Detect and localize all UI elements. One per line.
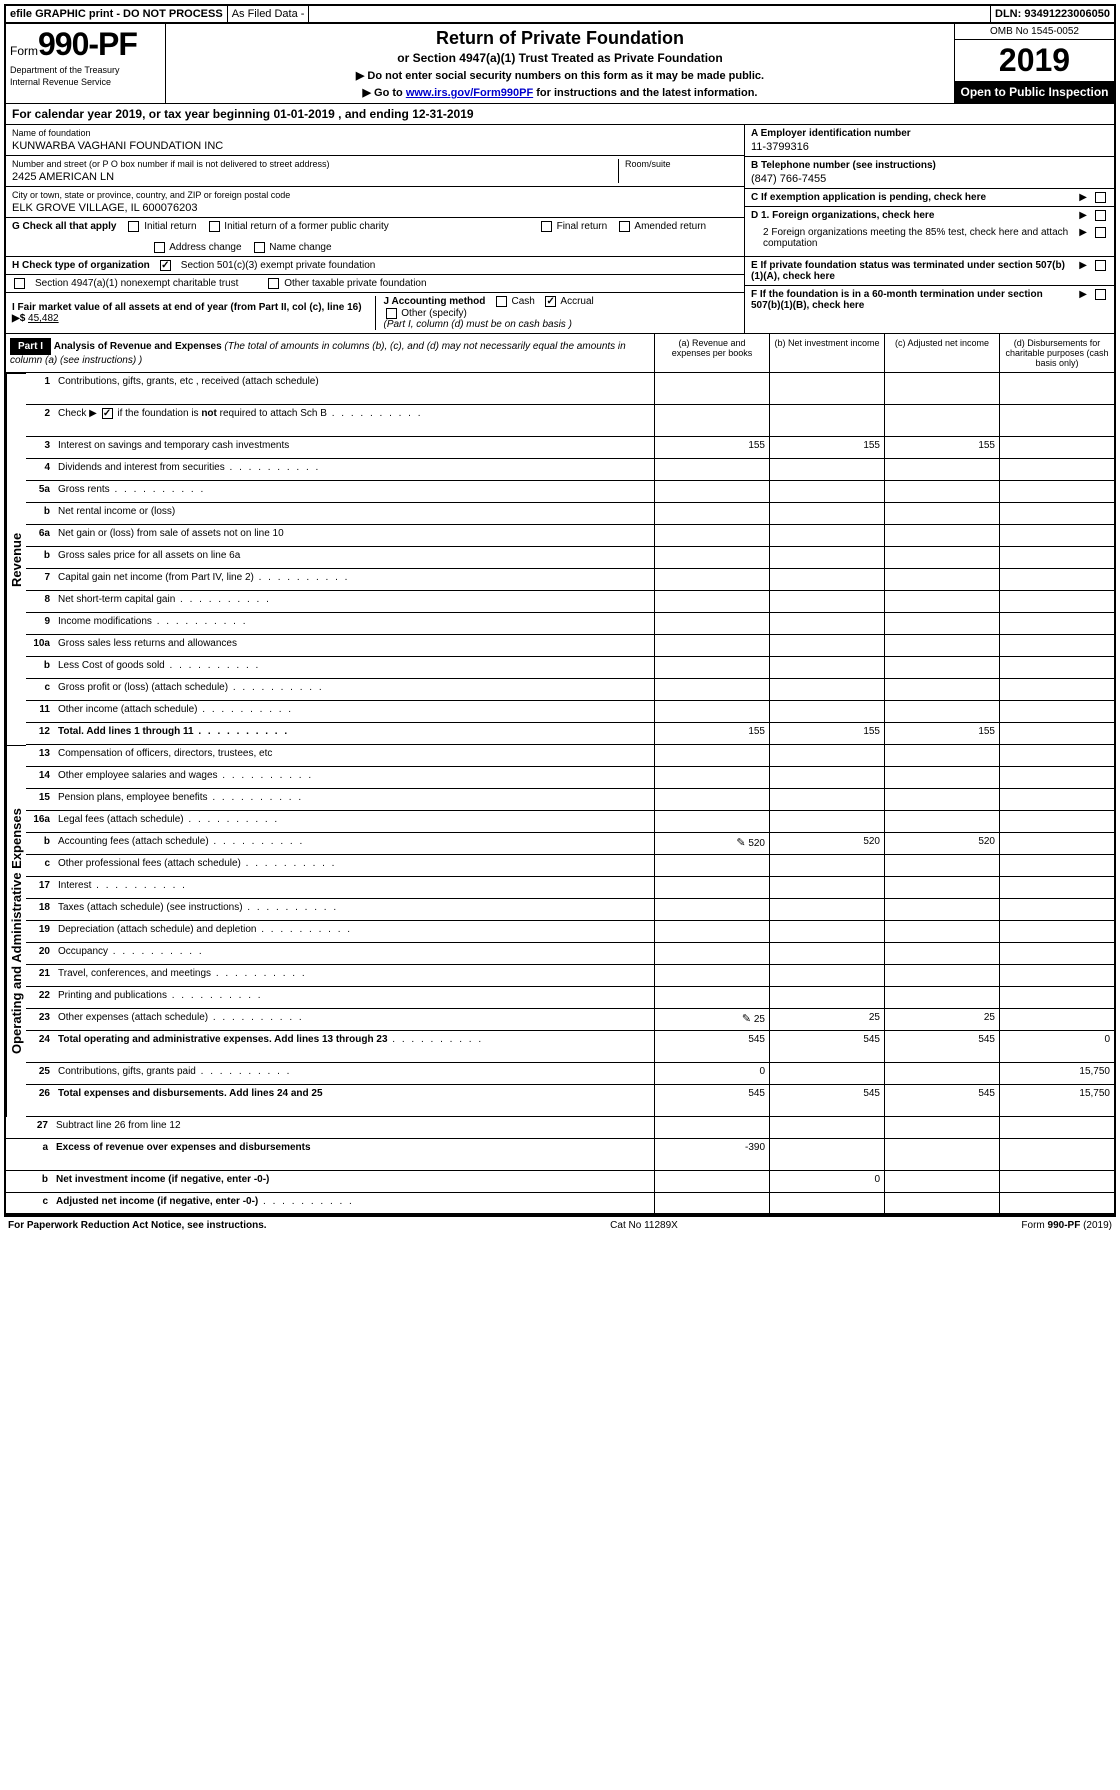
cb-address[interactable] (154, 242, 165, 253)
city-state-zip: ELK GROVE VILLAGE, IL 600076203 (12, 202, 738, 214)
addr-label: Number and street (or P O box number if … (12, 159, 618, 169)
cb-4947[interactable] (14, 278, 25, 289)
expenses-side-label: Operating and Administrative Expenses (6, 745, 26, 1117)
header-row: Form990-PF Department of the Treasury In… (6, 24, 1114, 104)
foundation-name: KUNWARBA VAGHANI FOUNDATION INC (12, 140, 738, 152)
phone: (847) 766-7455 (751, 173, 1108, 185)
revenue-side-label: Revenue (6, 373, 26, 745)
year-box: OMB No 1545-0052 2019 Open to Public Ins… (954, 24, 1114, 103)
col-a-hdr: (a) Revenue and expenses per books (654, 334, 769, 372)
pencil-icon[interactable]: ✎ (736, 837, 745, 849)
cb-other-tax[interactable] (268, 278, 279, 289)
i-label: I Fair market value of all assets at end… (12, 302, 362, 324)
name-label: Name of foundation (12, 128, 738, 138)
irs-link[interactable]: www.irs.gov/Form990PF (406, 87, 533, 99)
efile-notice: efile GRAPHIC print - DO NOT PROCESS (6, 6, 228, 22)
col-c-hdr: (c) Adjusted net income (884, 334, 999, 372)
calendar-year: For calendar year 2019, or tax year begi… (6, 104, 1114, 125)
footer-cat: Cat No 11289X (610, 1220, 678, 1231)
info-section: Name of foundation KUNWARBA VAGHANI FOUN… (6, 125, 1114, 257)
open-inspection: Open to Public Inspection (955, 81, 1114, 103)
dept-treasury: Department of the Treasury (10, 65, 161, 75)
e-label: E If private foundation status was termi… (751, 260, 1073, 282)
c-label: C If exemption application is pending, c… (751, 192, 1073, 203)
cb-initial[interactable] (128, 221, 139, 232)
cb-accrual[interactable] (545, 296, 556, 307)
cb-d1[interactable] (1095, 210, 1106, 221)
form-subtitle: or Section 4947(a)(1) Trust Treated as P… (170, 51, 950, 65)
cb-initial-former[interactable] (209, 221, 220, 232)
pencil-icon[interactable]: ✎ (742, 1013, 751, 1025)
cb-other-acct[interactable] (386, 308, 397, 319)
cb-final[interactable] (541, 221, 552, 232)
fmv-value: 45,482 (28, 313, 59, 324)
form-container: efile GRAPHIC print - DO NOT PROCESS As … (4, 4, 1116, 1217)
cb-c[interactable] (1095, 192, 1106, 203)
form-title: Return of Private Foundation (170, 28, 950, 49)
cb-501c3[interactable] (160, 260, 171, 271)
omb: OMB No 1545-0052 (955, 24, 1114, 40)
dept-irs: Internal Revenue Service (10, 77, 161, 87)
top-bar: efile GRAPHIC print - DO NOT PROCESS As … (6, 6, 1114, 24)
address: 2425 AMERICAN LN (12, 171, 618, 183)
part1-header: Part I Analysis of Revenue and Expenses … (6, 334, 1114, 373)
d2-label: 2 Foreign organizations meeting the 85% … (751, 227, 1073, 249)
h-i-j-section: H Check type of organization Section 501… (6, 257, 1114, 333)
footer: For Paperwork Reduction Act Notice, see … (4, 1217, 1116, 1234)
cb-f[interactable] (1095, 289, 1106, 300)
as-filed: As Filed Data - (228, 6, 310, 22)
form-box: Form990-PF Department of the Treasury In… (6, 24, 166, 103)
city-label: City or town, state or province, country… (12, 190, 738, 200)
j-note: (Part I, column (d) must be on cash basi… (384, 319, 572, 330)
cb-d2[interactable] (1095, 227, 1106, 238)
col-b-hdr: (b) Net investment income (769, 334, 884, 372)
part1-tag: Part I (10, 338, 51, 355)
note-goto: ▶ Go to www.irs.gov/Form990PF for instru… (170, 86, 950, 99)
dln: DLN: 93491223006050 (991, 6, 1114, 22)
cb-cash[interactable] (496, 296, 507, 307)
spacer (309, 6, 991, 22)
part1-title: Analysis of Revenue and Expenses (54, 341, 222, 352)
col-d-hdr: (d) Disbursements for charitable purpose… (999, 334, 1114, 372)
cb-e[interactable] (1095, 260, 1106, 271)
a-label: A Employer identification number (751, 128, 1108, 139)
g-label: G Check all that apply (12, 221, 116, 232)
arrow-icon: ▶ (1079, 192, 1087, 203)
footer-formref: Form 990-PF (2019) (1021, 1220, 1112, 1231)
f-label: F If the foundation is in a 60-month ter… (751, 289, 1073, 311)
note-ssn: ▶ Do not enter social security numbers o… (170, 69, 950, 82)
j-label: J Accounting method (384, 297, 486, 308)
g-row: G Check all that apply Initial return In… (6, 218, 744, 256)
h-label: H Check type of organization (12, 260, 150, 271)
cb-namechg[interactable] (254, 242, 265, 253)
ein: 11-3799316 (751, 141, 1108, 153)
title-box: Return of Private Foundation or Section … (166, 24, 954, 103)
form-number: 990-PF (38, 26, 137, 62)
d1-label: D 1. Foreign organizations, check here (751, 210, 1073, 221)
form-prefix: Form (10, 44, 38, 58)
cb-amended[interactable] (619, 221, 630, 232)
b-label: B Telephone number (see instructions) (751, 160, 1108, 171)
tax-year: 2019 (955, 40, 1114, 81)
footer-paperwork: For Paperwork Reduction Act Notice, see … (8, 1220, 267, 1231)
room-label: Room/suite (625, 159, 738, 169)
cb-schb[interactable] (102, 408, 113, 419)
